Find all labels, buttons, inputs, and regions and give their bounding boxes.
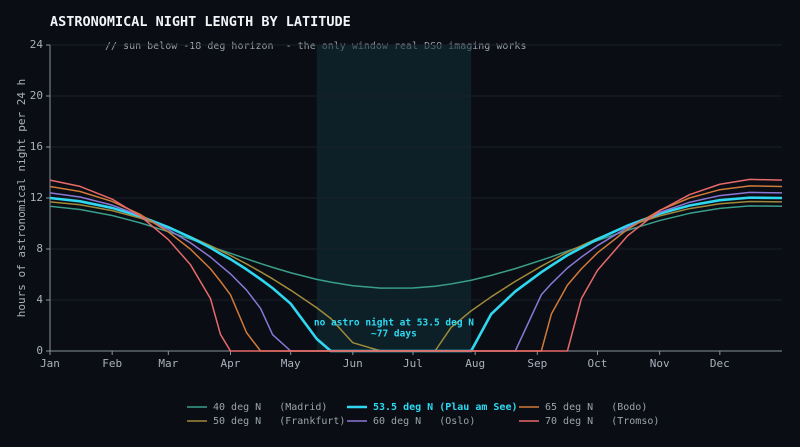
y-tick-label: 16 [30, 140, 43, 153]
legend-label: 65 deg N (Bodo) [545, 402, 647, 413]
series-line [49, 178, 783, 352]
legend-label: 40 deg N (Madrid) [213, 402, 327, 413]
chart-title: ASTRONOMICAL NIGHT LENGTH BY LATITUDE [50, 14, 351, 30]
y-tick-label: 8 [36, 242, 43, 255]
legend-label: 60 deg N (Oslo) [373, 416, 475, 427]
annotation: ~77 days [371, 329, 417, 340]
x-tick-label: Mar [158, 357, 178, 370]
y-axis-label: hours of astronomical night per 24 h [15, 79, 28, 317]
x-tick-label: Jan [40, 357, 60, 370]
x-tick-label: Sep [527, 357, 547, 370]
legend-label: 70 deg N (Tromso) [545, 416, 659, 427]
y-tick-label: 0 [36, 344, 43, 357]
y-tick-label: 4 [36, 293, 43, 306]
x-tick-label: Aug [465, 357, 485, 370]
x-tick-label: May [281, 357, 301, 370]
x-tick-label: Jun [343, 357, 363, 370]
x-tick-label: Oct [588, 357, 608, 370]
x-tick-label: Dec [710, 357, 730, 370]
annotation: no astro night at 53.5 deg N [314, 318, 474, 329]
legend-label: 50 deg N (Frankfurt) [213, 416, 345, 427]
y-tick-label: 12 [30, 191, 43, 204]
x-tick-label: Jul [403, 357, 423, 370]
legend-label: 53.5 deg N (Plau am See) [373, 402, 518, 413]
x-tick-label: Nov [650, 357, 670, 370]
y-tick-label: 24 [30, 38, 44, 51]
x-tick-label: Feb [102, 357, 122, 370]
y-tick-label: 20 [30, 89, 43, 102]
chart-subtitle: // sun below -18 deg horizon - the only … [105, 41, 526, 52]
x-tick-label: Apr [221, 357, 241, 370]
